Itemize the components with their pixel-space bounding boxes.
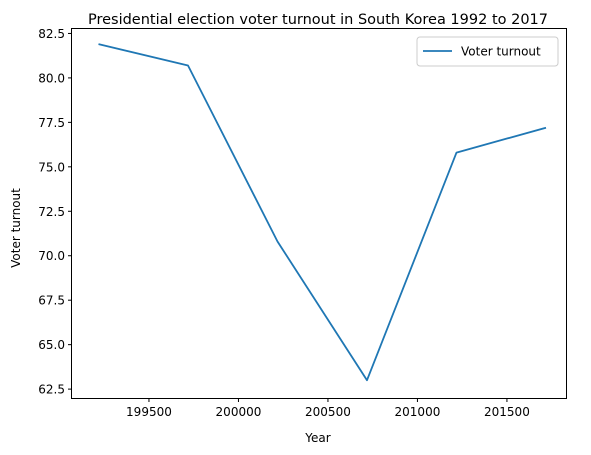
y-tick-label: 65.0 bbox=[38, 338, 65, 352]
x-tick-label: 199500 bbox=[126, 405, 172, 419]
y-axis: 62.5 65.0 67.5 70.0 72.5 75.0 77.5 80.0 82.5 bbox=[38, 27, 72, 397]
x-tick-label: 200000 bbox=[216, 405, 262, 419]
legend: Voter turnout bbox=[416, 36, 559, 67]
x-tick-label: 200500 bbox=[305, 405, 351, 419]
series-line-voter-turnout bbox=[98, 43, 547, 382]
y-tick-label: 72.5 bbox=[38, 205, 65, 219]
x-axis: 199500 200000 200500 201000 201500 bbox=[126, 398, 530, 419]
x-tick-label: 201000 bbox=[395, 405, 441, 419]
y-tick-label: 70.0 bbox=[38, 249, 65, 263]
y-axis-title: Voter turnout bbox=[9, 188, 23, 268]
y-tick-label: 75.0 bbox=[38, 160, 65, 174]
y-tick-label: 67.5 bbox=[38, 294, 65, 308]
y-tick-label: 77.5 bbox=[38, 116, 65, 130]
y-tick-label: 62.5 bbox=[38, 383, 65, 397]
y-tick-label: 80.0 bbox=[38, 71, 65, 85]
y-tick-label: 82.5 bbox=[38, 27, 65, 41]
legend-label-voter-turnout: Voter turnout bbox=[461, 45, 541, 59]
legend-box bbox=[416, 36, 559, 67]
chart-title: Presidential election voter turnout in S… bbox=[88, 12, 548, 28]
x-tick-label: 201500 bbox=[484, 405, 530, 419]
plot-area bbox=[98, 43, 547, 382]
plot-frame bbox=[71, 28, 567, 399]
x-axis-title: Year bbox=[304, 431, 330, 445]
